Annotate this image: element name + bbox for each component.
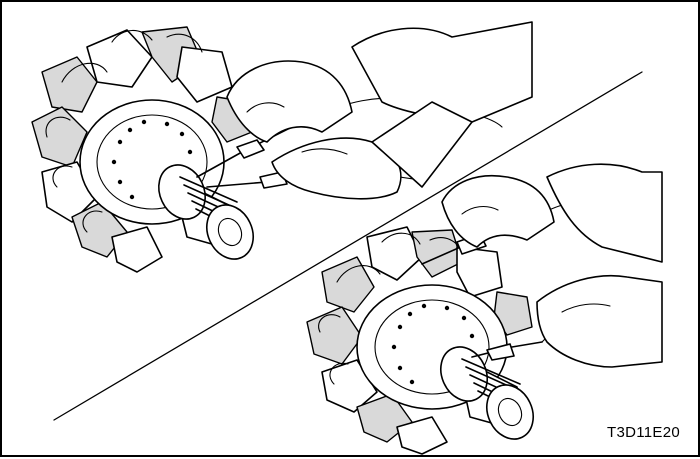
rotor-assembly-top: [31, 26, 254, 273]
slip-rings-top: [158, 164, 254, 260]
figure-code-label: T3D11E20: [607, 424, 680, 441]
fan-blades-bottom: [318, 232, 463, 385]
rotor-assembly-bottom: [306, 226, 534, 455]
slip-rings-bottom: [440, 346, 534, 440]
fan-blades-top: [45, 29, 203, 233]
hands-bottom: [441, 163, 663, 368]
hands-top: [226, 21, 533, 200]
diagonal-divider: [53, 71, 643, 421]
